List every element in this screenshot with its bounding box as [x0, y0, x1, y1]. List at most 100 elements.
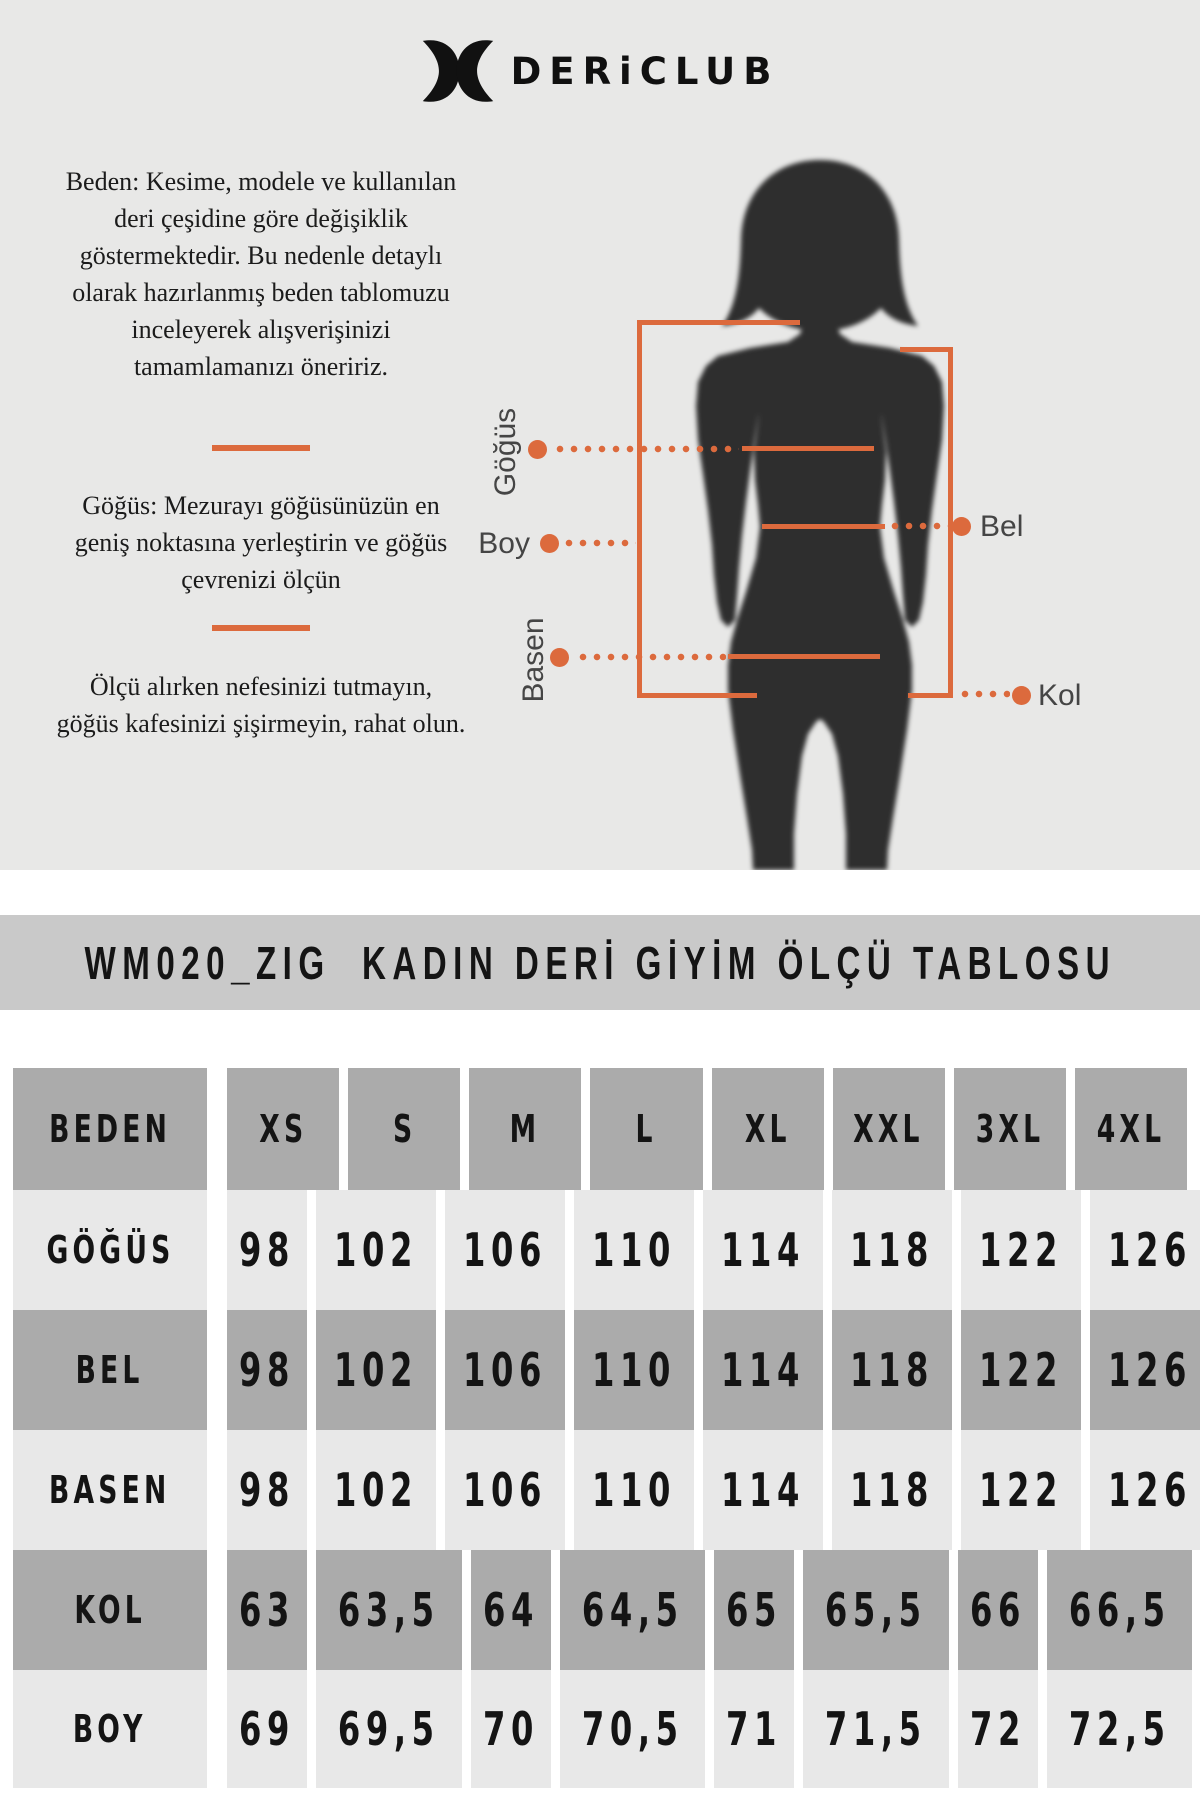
table-row-bel: BEL 98 102 106 110 114 118 122 126: [13, 1310, 1200, 1430]
table-value: 106: [445, 1190, 566, 1310]
table-value: 110: [574, 1430, 695, 1550]
table-value: 64: [470, 1550, 551, 1670]
table-value: 106: [445, 1430, 566, 1550]
table-header-row: BEDEN XS S M L XL XXL 3XL 4XL: [13, 1068, 1187, 1190]
chest-dot: [528, 440, 547, 459]
row-label: GÖĞÜS: [13, 1190, 207, 1310]
left-bracket-top: [637, 320, 800, 325]
intro-line: inceleyerek alışverişinizi: [131, 315, 391, 344]
header-size: 3XL: [953, 1068, 1066, 1190]
silhouette-hair: [722, 160, 918, 331]
header-size: L: [590, 1068, 703, 1190]
table-value: 71: [714, 1670, 795, 1788]
table-value: 102: [316, 1430, 437, 1550]
row-label: BASEN: [13, 1430, 207, 1550]
right-bracket-top: [900, 347, 953, 352]
intro-line: tamamlamanızı öneririz.: [133, 352, 389, 381]
header-size: XS: [227, 1068, 340, 1190]
hip-label: Basen: [517, 617, 550, 703]
size-table: BEDEN XS S M L XL XXL 3XL 4XL GÖĞÜS 98 1…: [0, 1068, 1200, 1788]
table-value: 126: [1090, 1430, 1200, 1550]
table-value: 118: [832, 1310, 953, 1430]
chest-tip-line: geniş noktasına yerleştirin ve göğüs: [74, 528, 448, 557]
table-value: 98: [227, 1310, 308, 1430]
table-row-kol: KOL 63 63,5 64 64,5 65 65,5 66 66,5: [13, 1550, 1193, 1670]
table-value: 98: [227, 1190, 308, 1310]
row-label: BOY: [13, 1670, 207, 1788]
table-value: 118: [832, 1430, 953, 1550]
table-value: 72,5: [1046, 1670, 1193, 1788]
table-row-gogus: GÖĞÜS 98 102 106 110 114 118 122 126: [13, 1190, 1200, 1310]
table-value: 102: [316, 1310, 437, 1430]
brand-logo: DERiCLUB: [0, 38, 1200, 104]
table-row-basen: BASEN 98 102 106 110 114 118 122 126: [13, 1430, 1200, 1550]
silhouette-body: [696, 316, 944, 870]
height-dot: [540, 534, 559, 553]
height-dotted-line: [562, 539, 636, 547]
header-size: XXL: [832, 1068, 945, 1190]
intro-line: Beden: Kesime, modele ve kullanılan: [65, 167, 457, 196]
table-value: 64,5: [559, 1550, 706, 1670]
woman-silhouette: [696, 160, 944, 870]
arm-label: Kol: [1038, 679, 1082, 712]
chest-measure-line: [742, 446, 874, 451]
height-label: Boy: [478, 527, 530, 560]
table-value: 102: [316, 1190, 437, 1310]
table-value: 65,5: [803, 1550, 949, 1670]
arm-dot: [1012, 686, 1031, 705]
table-value: 122: [961, 1430, 1082, 1550]
hip-dotted-line: [576, 653, 726, 661]
table-value: 126: [1090, 1190, 1200, 1310]
table-value: 71,5: [803, 1670, 949, 1788]
waist-label: Bel: [980, 510, 1024, 543]
table-value: 69,5: [316, 1670, 462, 1788]
arm-dotted-line: [958, 690, 1010, 698]
orange-divider: [212, 625, 310, 631]
chest-label: Göğüs: [489, 407, 522, 497]
orange-divider: [212, 445, 310, 451]
measure-tip-line: Ölçü alırken nefesinizi tutmayın,: [89, 672, 433, 701]
row-label: BEL: [13, 1310, 207, 1430]
table-row-boy: BOY 69 69,5 70 70,5 71 71,5 72 72,5: [13, 1670, 1193, 1788]
measure-tip-line: göğüs kafesinizi şişirmeyin, rahat olun.: [56, 709, 466, 738]
spacer: [0, 1010, 1200, 1068]
table-value: 114: [703, 1310, 824, 1430]
table-value: 110: [574, 1310, 695, 1430]
table-value: 65: [714, 1550, 795, 1670]
table-value: 114: [703, 1190, 824, 1310]
brand-name: DERiCLUB: [510, 49, 780, 93]
hip-measure-line: [728, 654, 880, 659]
table-value: 122: [961, 1190, 1082, 1310]
header-size: 4XL: [1074, 1068, 1187, 1190]
hero-section: DERiCLUB Beden: Kesime, modele ve kullan…: [0, 0, 1200, 870]
table-value: 114: [703, 1430, 824, 1550]
table-value: 122: [961, 1310, 1082, 1430]
left-bracket-vertical: [637, 320, 642, 698]
brand-x-icon: [422, 40, 493, 102]
hip-dot: [550, 648, 569, 667]
table-value: 106: [445, 1310, 566, 1430]
waist-dot: [952, 517, 971, 536]
sizing-intro-text: Beden: Kesime, modele ve kullanılan deri…: [14, 163, 508, 742]
header-size: XL: [711, 1068, 824, 1190]
table-title-banner: WM020_ZIG KADIN DERİ GİYİM ÖLÇÜ TABLOSU: [0, 915, 1200, 1010]
table-value: 126: [1090, 1310, 1200, 1430]
table-value: 69: [227, 1670, 308, 1788]
table-value: 118: [832, 1190, 953, 1310]
table-value: 110: [574, 1190, 695, 1310]
table-value: 63: [227, 1550, 308, 1670]
header-size: M: [469, 1068, 582, 1190]
table-value: 72: [957, 1670, 1038, 1788]
table-value: 70: [470, 1670, 551, 1788]
table-title: WM020_ZIG KADIN DERİ GİYİM ÖLÇÜ TABLOSU: [84, 936, 1116, 989]
table-value: 66,5: [1046, 1550, 1193, 1670]
chest-dotted-line: [553, 445, 739, 453]
table-value: 70,5: [559, 1670, 706, 1788]
right-bracket-bottom: [908, 693, 953, 698]
intro-line: olarak hazırlanmış beden tablomuzu: [72, 278, 450, 307]
waist-measure-line: [762, 524, 885, 529]
header-beden: BEDEN: [13, 1068, 207, 1190]
table-value: 98: [227, 1430, 308, 1550]
intro-line: göstermektedir. Bu nedenle detaylı: [79, 241, 443, 270]
